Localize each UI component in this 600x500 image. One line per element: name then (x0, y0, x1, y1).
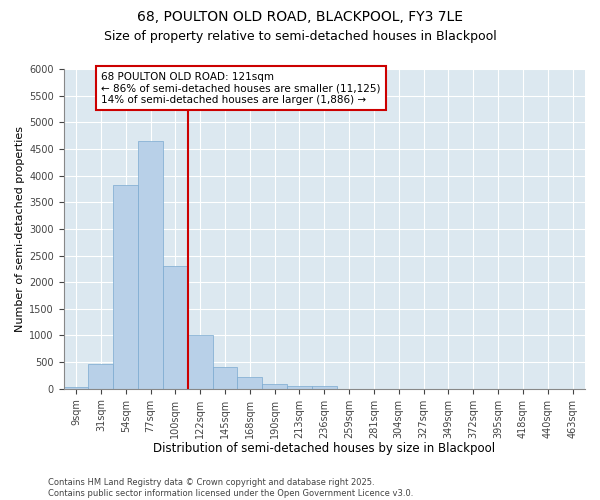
Bar (88, 364, 113, 388)
Bar (188, 335, 212, 388)
Text: Contains HM Land Registry data © Crown copyright and database right 2025.
Contai: Contains HM Land Registry data © Crown c… (48, 478, 413, 498)
Bar (262, 384, 287, 388)
Bar (113, 185, 138, 388)
Bar (238, 377, 262, 388)
Bar (312, 386, 337, 388)
Bar (138, 141, 163, 388)
Bar (287, 386, 312, 388)
Text: 68 POULTON OLD ROAD: 121sqm
← 86% of semi-detached houses are smaller (11,125)
1: 68 POULTON OLD ROAD: 121sqm ← 86% of sem… (101, 72, 380, 105)
Bar (163, 266, 188, 388)
Text: Size of property relative to semi-detached houses in Blackpool: Size of property relative to semi-detach… (104, 30, 496, 43)
Bar (64, 387, 88, 388)
Y-axis label: Number of semi-detached properties: Number of semi-detached properties (15, 126, 25, 332)
Bar (212, 367, 238, 388)
Text: 68, POULTON OLD ROAD, BLACKPOOL, FY3 7LE: 68, POULTON OLD ROAD, BLACKPOOL, FY3 7LE (137, 10, 463, 24)
X-axis label: Distribution of semi-detached houses by size in Blackpool: Distribution of semi-detached houses by … (153, 442, 496, 455)
